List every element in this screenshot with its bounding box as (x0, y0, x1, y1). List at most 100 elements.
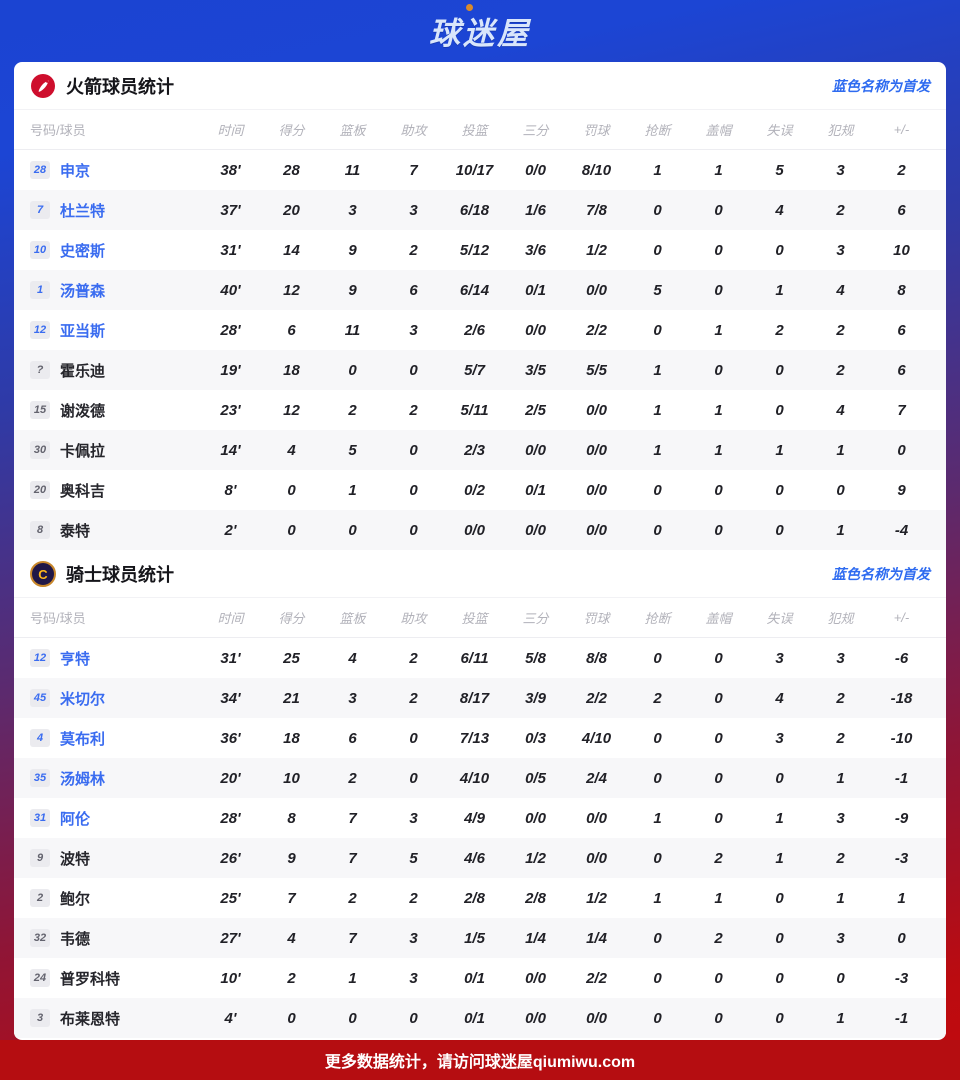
table-body: 28 申京 38' 28 11 7 10/17 0/0 8/10 1 1 5 3 2 7 杜兰特 37' 20 3 3… (14, 150, 946, 550)
player-cell: 30 卡佩拉 (30, 440, 200, 461)
jersey-number-badge: 15 (30, 401, 50, 419)
stat-cell: 8/10 (581, 161, 612, 179)
stat-cell: 0 (836, 481, 845, 499)
stat-cell: 1/4 (586, 929, 607, 947)
stat-cell: 10 (283, 769, 300, 787)
table-row: 32 韦德 27' 4 7 3 1/5 1/4 1/4 0 2 0 3 0 (14, 918, 946, 958)
stat-cell: 2/5 (525, 401, 546, 419)
stat-cell: 37' (220, 201, 241, 219)
stat-cell: 25 (283, 649, 300, 667)
player-cell: 31 阿伦 (30, 808, 200, 829)
stat-cell: 4 (775, 689, 784, 707)
stat-cell: 12 (283, 281, 300, 299)
stat-cell: 20 (283, 201, 300, 219)
jersey-number-badge: 3 (30, 1009, 50, 1027)
column-header: 号码/球员 (30, 611, 86, 626)
stat-cell: 6 (897, 361, 906, 379)
stat-cell: 5 (775, 161, 784, 179)
stat-cell: 2 (348, 401, 357, 419)
stat-cell: 31' (220, 241, 241, 259)
jersey-number-badge: 10 (30, 241, 50, 259)
stat-cell: 0 (653, 849, 662, 867)
stat-cell: 0/0 (525, 161, 546, 179)
table-row: 12 亨特 31' 25 4 2 6/11 5/8 8/8 0 0 3 3 -6 (14, 638, 946, 678)
table-row: 30 卡佩拉 14' 4 5 0 2/3 0/0 0/0 1 1 1 1 0 (14, 430, 946, 470)
stat-cell: 3 (836, 809, 845, 827)
stat-cell: 0/0 (586, 849, 607, 867)
stat-cell: 8' (224, 481, 237, 499)
stat-cell: 3 (409, 809, 418, 827)
table-row: 7 杜兰特 37' 20 3 3 6/18 1/6 7/8 0 0 4 2 6 (14, 190, 946, 230)
stat-cell: 1/4 (525, 929, 546, 947)
player-cell: 4 莫布利 (30, 728, 200, 749)
stat-cell: 1/2 (586, 241, 607, 259)
stat-cell: 0 (836, 969, 845, 987)
section-cavaliers: C 骑士球员统计 蓝色名称为首发 号码/球员 时间 得分 篮板 助攻 投篮 三分 罚球 抢断 盖帽… (14, 550, 946, 1038)
table-row: 31 阿伦 28' 8 7 3 4/9 0/0 0/0 1 0 1 3 -9 (14, 798, 946, 838)
stat-cell: 2 (714, 849, 723, 867)
stat-cell: 2/8 (525, 889, 546, 907)
stat-cell: 1 (775, 849, 784, 867)
stat-cell: 5 (409, 849, 418, 867)
stat-cell: 7 (287, 889, 296, 907)
stat-cell: 1 (714, 321, 723, 339)
stat-cell: 0 (775, 769, 784, 787)
stat-cell: 0 (714, 809, 723, 827)
stat-cell: 0/0 (525, 809, 546, 827)
stat-cell: 6 (897, 321, 906, 339)
player-cell: 1 汤普森 (30, 280, 200, 301)
stat-cell: -9 (894, 809, 909, 827)
stat-cell: 0 (714, 281, 723, 299)
stat-cell: 0 (714, 361, 723, 379)
player-cell: 12 亚当斯 (30, 320, 200, 341)
brand-logo[interactable]: 球迷屋 (429, 3, 531, 53)
column-header: 三分 (522, 123, 549, 138)
player-name: 亚当斯 (60, 322, 106, 340)
stat-cell: 0 (653, 481, 662, 499)
stat-cell: 2 (836, 729, 845, 747)
stat-cell: 0 (775, 521, 784, 539)
stat-cell: 0 (714, 521, 723, 539)
stat-cell: 2/6 (464, 321, 485, 339)
stat-cell: 1 (714, 161, 723, 179)
stat-cell: 2 (409, 649, 418, 667)
stat-cell: 0/0 (525, 1009, 546, 1027)
stat-cell: 2 (653, 689, 662, 707)
stat-cell: 5/12 (459, 241, 490, 259)
stat-cell: 1 (836, 889, 845, 907)
stat-cell: 3 (348, 201, 357, 219)
stat-cell: 2 (409, 689, 418, 707)
stat-cell: 0/0 (525, 441, 546, 459)
stat-cell: 1 (775, 809, 784, 827)
stat-cell: 19' (220, 361, 241, 379)
section-title: 骑士球员统计 (66, 564, 174, 585)
stat-cell: 0 (653, 321, 662, 339)
cavaliers-team-logo-icon: C (30, 560, 56, 587)
stat-cell: 2 (409, 241, 418, 259)
stat-cell: 0 (775, 889, 784, 907)
player-name: 鲍尔 (60, 890, 91, 908)
column-header: 号码/球员 (30, 123, 86, 138)
jersey-number-badge: 31 (30, 809, 50, 827)
stat-cell: 2/3 (464, 441, 485, 459)
stat-cell: 0 (653, 521, 662, 539)
stat-cell: 1 (714, 401, 723, 419)
player-name: 谢泼德 (60, 402, 106, 420)
stat-cell: 10' (220, 969, 241, 987)
column-header: 三分 (522, 611, 549, 626)
table-row: 9 波特 26' 9 7 5 4/6 1/2 0/0 0 2 1 2 -3 (14, 838, 946, 878)
stat-cell: 1/6 (525, 201, 546, 219)
brand-dot-icon (466, 3, 473, 11)
stat-cell: 1 (653, 401, 662, 419)
stat-cell: 38' (220, 161, 241, 179)
stat-cell: 7/13 (459, 729, 490, 747)
stat-cell: 0 (409, 441, 418, 459)
table-row: 24 普罗科特 10' 2 1 3 0/1 0/0 2/2 0 0 0 0 -3 (14, 958, 946, 998)
table-row: 20 奥科吉 8' 0 1 0 0/2 0/1 0/0 0 0 0 0 9 (14, 470, 946, 510)
stat-cell: 0 (775, 361, 784, 379)
stat-cell: 4 (836, 401, 845, 419)
table-body: 12 亨特 31' 25 4 2 6/11 5/8 8/8 0 0 3 3 -6 45 米切尔 34' 21 3 2 8… (14, 638, 946, 1038)
stat-cell: 0/3 (525, 729, 546, 747)
player-name: 韦德 (60, 930, 91, 948)
column-header: 犯规 (827, 123, 854, 138)
